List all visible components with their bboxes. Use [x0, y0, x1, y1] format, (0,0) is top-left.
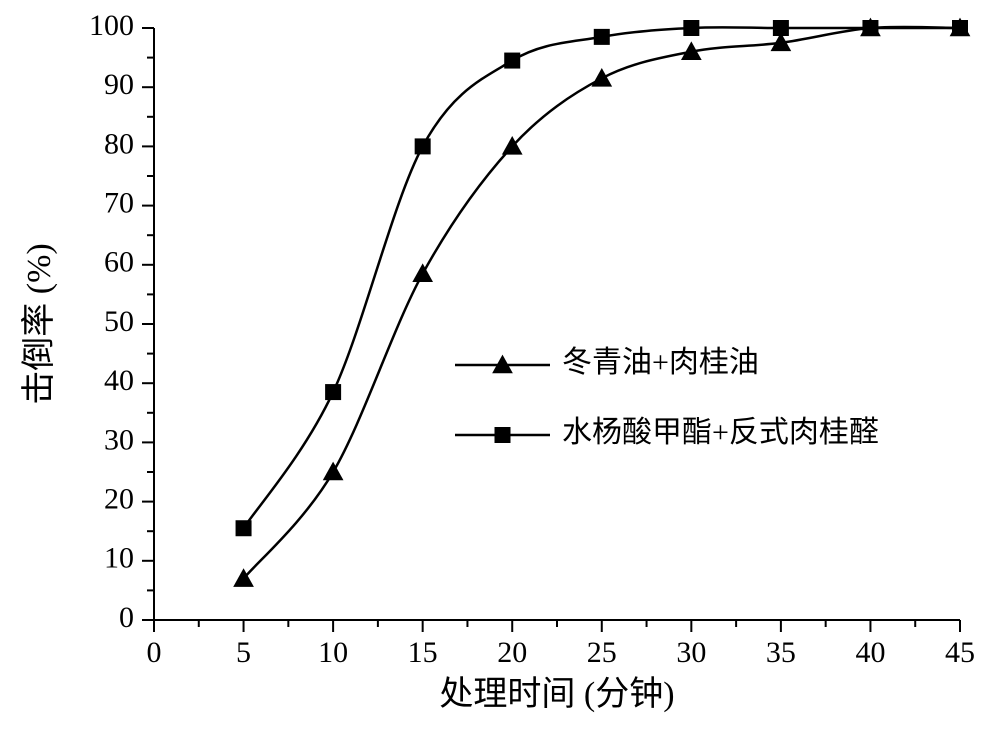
y-tick-label: 50: [104, 305, 134, 338]
y-tick-label: 80: [104, 127, 134, 160]
y-tick-label: 40: [104, 364, 134, 397]
marker-square: [325, 384, 341, 400]
x-tick-label: 20: [497, 636, 527, 669]
x-tick-label: 25: [587, 636, 617, 669]
x-axis-title: 处理时间 (分钟): [439, 676, 674, 713]
line-chart: 0 10 20 30 40 50 60 70 80 90 100 击倒率 (%) 0 5 10 15 20 25 3…: [0, 0, 1000, 737]
marker-square: [862, 20, 878, 36]
y-tick-label: 10: [104, 542, 134, 575]
marker-square: [504, 53, 520, 69]
y-tick-label: 20: [104, 482, 134, 515]
y-tick-label: 60: [104, 246, 134, 279]
x-tick-label: 5: [236, 636, 251, 669]
x-tick-label: 15: [408, 636, 438, 669]
y-axis-title: 击倒率 (%): [20, 243, 58, 404]
x-tick-label: 30: [676, 636, 706, 669]
marker-square: [236, 520, 252, 536]
x-tick-label: 0: [147, 636, 162, 669]
marker-square: [773, 20, 789, 36]
legend-label: 冬青油+肉桂油: [562, 346, 759, 379]
y-tick-label: 70: [104, 186, 134, 219]
y-tick-label: 100: [89, 9, 134, 42]
chart-container: 0 10 20 30 40 50 60 70 80 90 100 击倒率 (%) 0 5 10 15 20 25 3…: [0, 0, 1000, 737]
marker-square: [683, 20, 699, 36]
x-tick-label: 40: [855, 636, 885, 669]
x-tick-label: 35: [766, 636, 796, 669]
y-tick-label: 0: [119, 601, 134, 634]
y-tick-label: 90: [104, 68, 134, 101]
legend-label: 水杨酸甲酯+反式肉桂醛: [562, 416, 879, 449]
marker-square: [952, 20, 968, 36]
y-tick-label: 30: [104, 423, 134, 456]
x-tick-label: 10: [318, 636, 348, 669]
x-tick-label: 45: [945, 636, 975, 669]
marker-square: [495, 427, 511, 443]
marker-square: [415, 138, 431, 154]
marker-square: [594, 29, 610, 45]
